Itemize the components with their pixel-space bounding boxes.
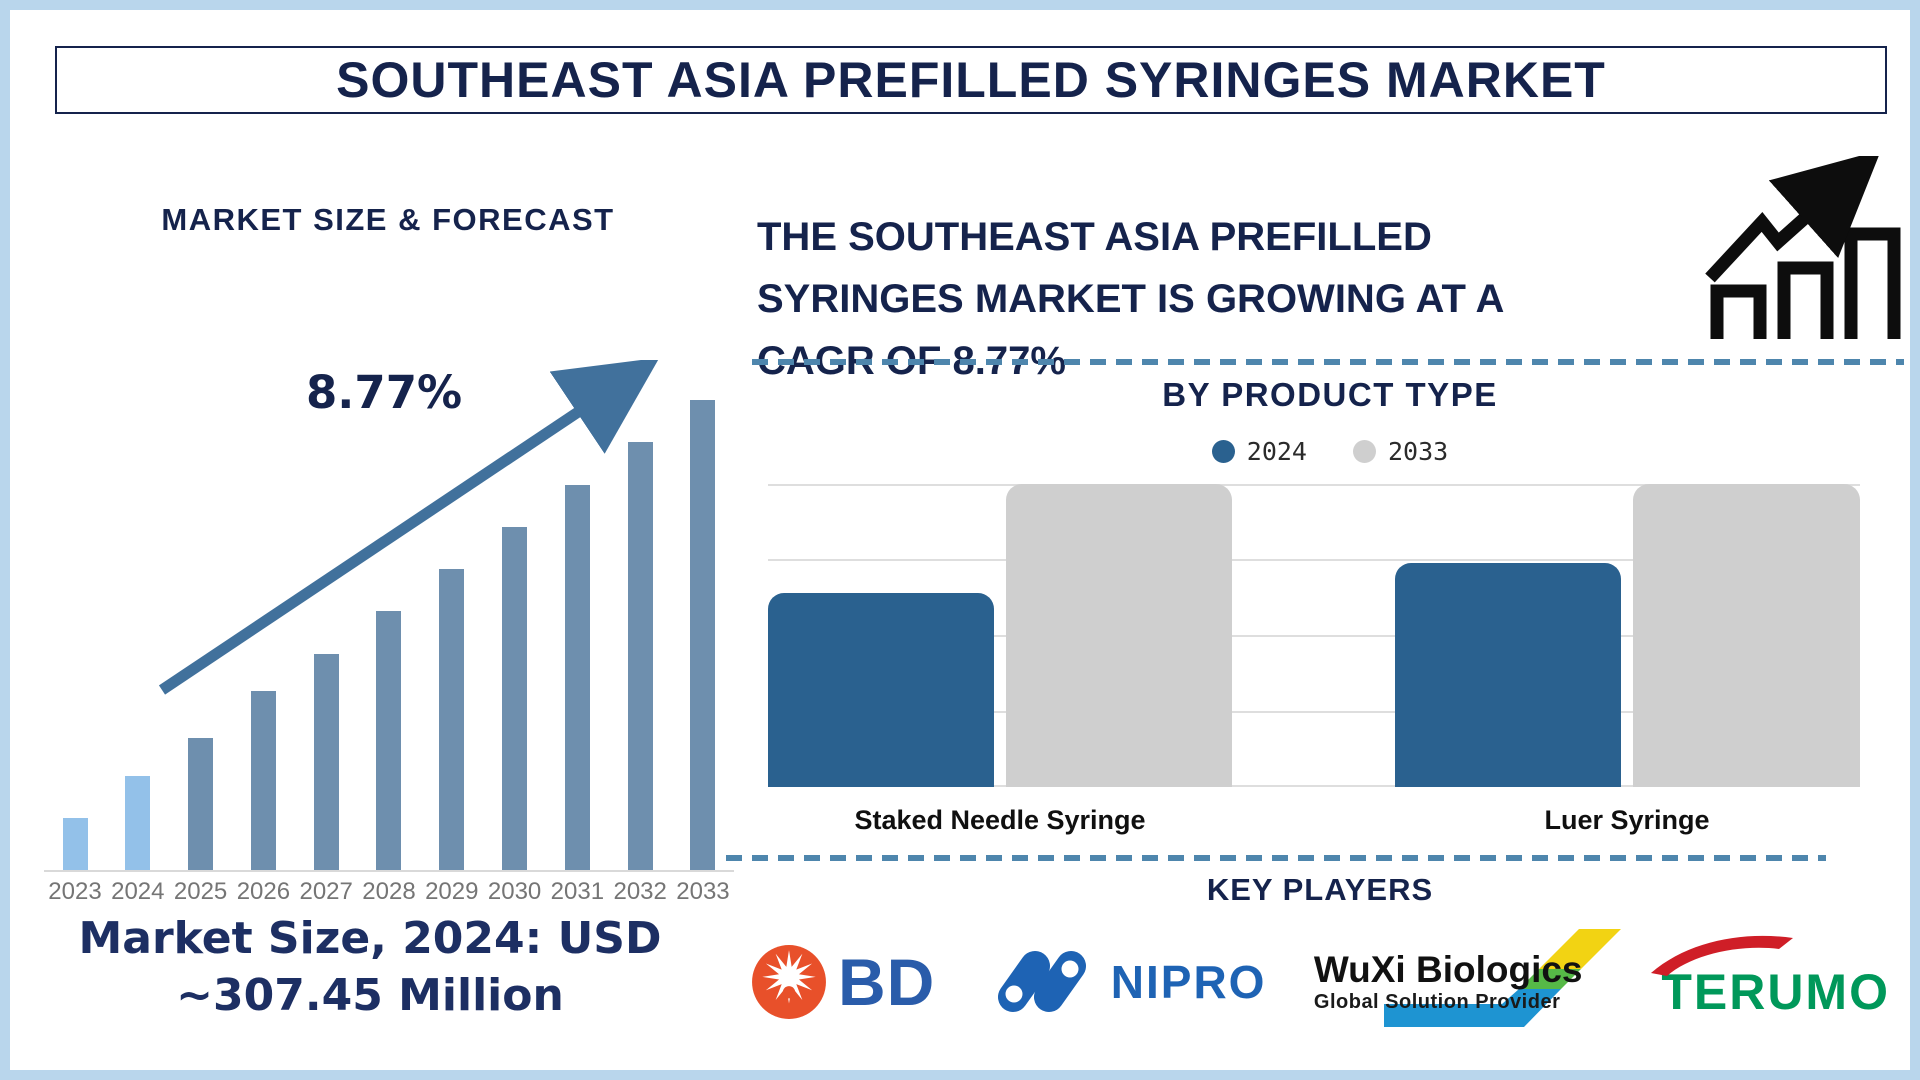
bar-fill — [564, 485, 590, 870]
bar-fill — [250, 691, 276, 870]
year-label-2028: 2028 — [362, 878, 416, 905]
gridline — [768, 711, 1860, 713]
wuxi-wordmark: WuXi Biologics — [1313, 949, 1583, 991]
wuxi-logo: WuXi Biologics Global Solution Provider — [1313, 927, 1621, 1037]
market-size-bar-chart — [44, 398, 734, 872]
chart-legend: 2024 2033 — [755, 437, 1905, 466]
bar-fill — [125, 776, 151, 870]
market-size-caption-line2: ~307.45 Million — [176, 970, 564, 1022]
market-bar-2029 — [421, 398, 483, 870]
bd-burst-icon — [752, 945, 826, 1019]
infographic-canvas: SOUTHEAST ASIA PREFILLED SYRINGES MARKET… — [10, 10, 1910, 1070]
market-size-caption-line1: Market Size, 2024: USD — [78, 913, 662, 964]
legend-label-2024: 2024 — [1246, 437, 1307, 466]
category-label-luer: Luer Syringe — [1544, 805, 1710, 835]
market-bar-2030 — [484, 398, 546, 870]
year-label-2030: 2030 — [487, 878, 542, 905]
year-label-2026: 2026 — [236, 878, 291, 905]
legend-dot-2033 — [1353, 440, 1376, 463]
year-axis: 2023 2024 2025 2026 2027 2028 2029 2030 2031 2032… — [44, 878, 734, 906]
market-bar-2032 — [609, 398, 671, 870]
terumo-wordmark: TERUMO — [1661, 964, 1890, 1020]
year-label-2025: 2025 — [173, 878, 228, 905]
product-bar-luer-syringe-2024 — [1395, 563, 1621, 787]
year-label-2024: 2024 — [111, 878, 165, 905]
category-label-staked-needle: Staked Needle Syringe — [854, 805, 1146, 835]
gridline — [768, 785, 1860, 787]
legend-item-2024: 2024 — [1211, 437, 1307, 466]
bar-fill — [627, 442, 653, 870]
market-bar-2027 — [295, 398, 357, 870]
legend-dot-2024 — [1211, 440, 1235, 463]
product-type-bar-chart — [768, 484, 1860, 787]
year-label-2027: 2027 — [299, 878, 353, 905]
wuxi-tagline: Global Solution Provider — [1313, 990, 1561, 1013]
title-box: SOUTHEAST ASIA PREFILLED SYRINGES MARKET — [55, 46, 1887, 114]
legend-item-2033: 2033 — [1353, 437, 1448, 466]
market-bar-2031 — [546, 398, 608, 870]
dashed-separator-top — [752, 359, 1904, 365]
market-bar-2024 — [107, 398, 169, 870]
year-label-2023: 2023 — [48, 878, 102, 905]
product-bar-staked-needle-syringe-2033 — [1006, 484, 1232, 787]
bar-fill — [502, 527, 528, 870]
cagr-statement-line1: THE SOUTHEAST ASIA PREFILLED — [757, 215, 1432, 259]
year-label-2033: 2033 — [676, 878, 730, 905]
page-title: SOUTHEAST ASIA PREFILLED SYRINGES MARKET — [336, 52, 1606, 108]
key-players-logos: BD NIPRO WuXi Biologics Global Solution … — [750, 922, 1890, 1042]
year-label-2029: 2029 — [425, 878, 479, 905]
growth-chart-icon — [1705, 156, 1901, 339]
legend-label-2033: 2033 — [1388, 437, 1449, 466]
bar-fill — [62, 818, 88, 870]
gridline — [768, 635, 1860, 637]
by-product-type-heading: BY PRODUCT TYPE — [1162, 376, 1498, 413]
market-bar-2023 — [44, 398, 106, 870]
market-bar-2028 — [358, 398, 420, 870]
gridline — [768, 559, 1860, 561]
market-size-caption: Market Size, 2024: USD ~307.45 Million — [30, 910, 710, 1024]
market-bar-2033 — [672, 398, 734, 870]
nipro-wordmark: NIPRO — [1110, 956, 1267, 1008]
trend-arrow-icon — [158, 360, 660, 695]
bar-fill — [690, 400, 716, 870]
nipro-mark-icon — [997, 951, 1086, 1012]
terumo-logo: TERUMO — [1651, 935, 1890, 1021]
year-label-2032: 2032 — [613, 878, 667, 905]
gridline — [768, 484, 1860, 486]
market-bar-2025 — [170, 398, 232, 870]
dashed-separator-bottom — [726, 855, 1826, 861]
product-bar-luer-syringe-2033 — [1633, 484, 1860, 787]
market-size-forecast-heading: MARKET SIZE & FORECAST — [161, 202, 615, 237]
bar-fill — [376, 611, 402, 870]
key-players-heading: KEY PLAYERS — [1206, 872, 1434, 907]
bd-wordmark: BD — [838, 945, 936, 1019]
bar-fill — [439, 569, 465, 870]
terumo-swoosh-icon — [1651, 935, 1794, 976]
cagr-value-label: 8.77% — [306, 366, 463, 419]
nipro-logo: NIPRO — [983, 945, 1267, 1019]
bar-fill — [188, 738, 214, 870]
cagr-statement-line2: SYRINGES MARKET IS GROWING AT A — [757, 277, 1505, 321]
market-bar-2026 — [232, 398, 294, 870]
bd-logo: BD — [750, 943, 935, 1021]
year-label-2031: 2031 — [550, 878, 605, 905]
bar-fill — [313, 654, 339, 870]
wuxi-ribbon-icon — [1383, 929, 1621, 1027]
product-bar-staked-needle-syringe-2024 — [768, 593, 994, 787]
